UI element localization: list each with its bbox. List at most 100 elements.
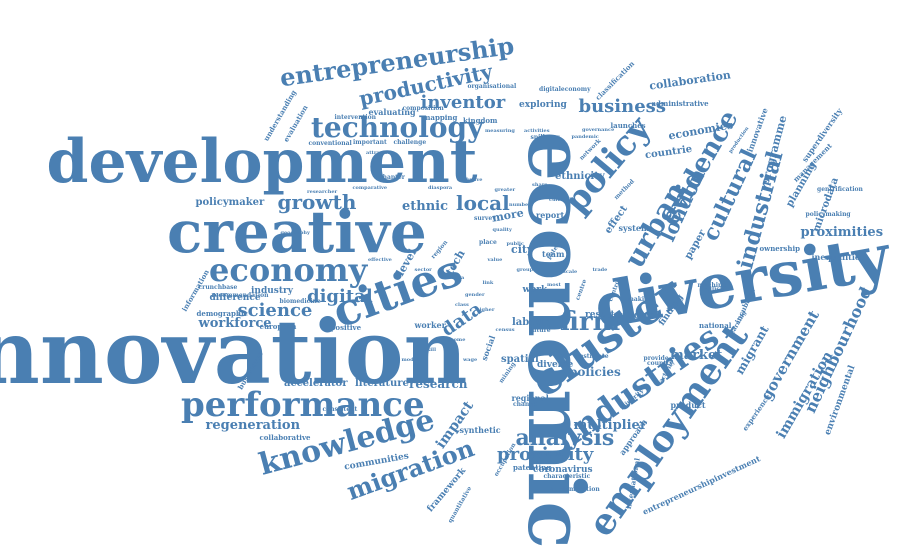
cloud-word: work [522, 284, 548, 295]
cloud-word: census [495, 326, 515, 333]
cloud-word: class [455, 301, 469, 308]
cloud-word: national [699, 320, 732, 330]
cloud-word: crunchbase [198, 284, 238, 291]
cloud-word: survey [474, 215, 496, 222]
cloud-word: future [529, 327, 551, 334]
cloud-word: industry [251, 285, 293, 296]
cloud-word: proximities [800, 224, 884, 240]
cloud-word: individual [531, 451, 565, 458]
cloud-word: product [670, 400, 706, 410]
cloud-word: countrie [643, 143, 693, 162]
cloud-word: european [259, 321, 297, 331]
cloud-word: important [353, 139, 387, 146]
cloud-word: sector [414, 266, 432, 273]
cloud-word: value [487, 256, 503, 263]
cloud-word: machine [697, 282, 727, 289]
cloud-word: market [670, 347, 723, 363]
cloud-word: economy [209, 251, 368, 289]
cloud-word: trade [592, 266, 608, 273]
cloud-word: patenting [513, 462, 552, 472]
cloud-word: inventor [420, 92, 506, 113]
cloud-word: ethnic [402, 198, 449, 214]
cloud-word: growth [277, 190, 357, 214]
cloud-word: result [585, 309, 615, 320]
cloud-word: ownership [759, 243, 801, 253]
cloud-word: multiplier [573, 417, 647, 433]
cloud-word: intervention [334, 114, 376, 121]
cloud-word: accelerator [284, 378, 348, 389]
cloud-word: area [452, 274, 465, 281]
cloud-word: english [699, 286, 725, 293]
cloud-word: team [542, 249, 565, 259]
cloud-word: collaborative [259, 432, 311, 442]
cloud-word: policymaker [195, 197, 265, 208]
cloud-word: most [547, 281, 561, 288]
cloud-word: place [479, 239, 497, 246]
cloud-word: ethnicity [555, 171, 605, 182]
cloud-word: chapter [379, 174, 405, 181]
cloud-word: research [409, 377, 468, 391]
cloud-word: conventional [308, 140, 352, 147]
cloud-word: change [513, 401, 538, 408]
cloud-word: quality [492, 226, 512, 233]
cloud-word: development [46, 127, 478, 197]
cloud-word: making [627, 296, 653, 303]
cloud-word: policies [569, 365, 621, 379]
cloud-word: coronavirus [533, 464, 593, 475]
cloud-word: geography [280, 229, 310, 236]
cloud-word: comparative [352, 184, 388, 191]
cloud-word: biomedicine [279, 298, 321, 305]
cloud-word: experience [739, 391, 772, 433]
cloud-word: inclusive [457, 176, 483, 183]
cloud-word: policymaking [805, 211, 851, 218]
cloud-word: launches [610, 120, 646, 130]
cloud-word: regeneration [205, 417, 301, 433]
cloud-word: diverse [537, 359, 574, 370]
cloud-word: regional [511, 393, 549, 403]
cloud-word: classification [593, 58, 637, 102]
cloud-word: workforce [198, 315, 272, 331]
cloud-word: technology [311, 111, 484, 144]
cloud-word: researcher [307, 188, 338, 195]
cloud-word: country [647, 360, 673, 367]
cloud-word: organisational [467, 83, 517, 90]
cloud-word: science [237, 300, 313, 321]
cloud-word: analysis [515, 425, 615, 451]
cloud-word: scale [563, 268, 578, 275]
cloud-word: positive [330, 322, 362, 332]
cloud-word: group [516, 266, 534, 273]
cloud-word: skill [424, 346, 436, 353]
cloud-word: studies [618, 310, 655, 321]
cloud-word: proximity [497, 444, 594, 465]
cloud-word: synthetic [459, 425, 501, 435]
cloud-word: spillover [530, 134, 560, 141]
cloud-word: challenge [393, 139, 427, 146]
cloud-word: cultural [549, 196, 572, 203]
cloud-word: provide [643, 355, 669, 362]
cloud-word: effective [368, 256, 392, 263]
cloud-word: digitaleconomy [539, 86, 591, 93]
cloud-word: kingdom [463, 115, 498, 125]
cloud-word: worker [414, 320, 446, 330]
cloud-word: income [445, 336, 466, 343]
cloud-word: higher [476, 306, 495, 313]
cloud-word: recommendation [211, 292, 269, 299]
cloud-word: link [482, 279, 494, 286]
cloud-word: business [578, 96, 666, 117]
cloud-word: performance [181, 385, 425, 425]
cloud-word: agglomeration [550, 486, 600, 493]
cloud-word: wage [463, 356, 478, 363]
cloud-word: characteristic [543, 473, 591, 480]
cloud-word: composition [402, 105, 444, 112]
cloud-word: measuring [485, 127, 515, 134]
cloud-word: difference [209, 292, 261, 303]
cloud-word: exploring [519, 99, 567, 110]
cloud-word: digital [307, 286, 373, 307]
cloud-word: administrative [651, 98, 709, 108]
cloud-word: firm [560, 307, 621, 337]
cloud-word: collaboration [648, 67, 732, 93]
cloud-word: literature [355, 378, 409, 389]
cloud-word: consistent [322, 406, 358, 413]
cloud-word: estimate [579, 353, 609, 360]
